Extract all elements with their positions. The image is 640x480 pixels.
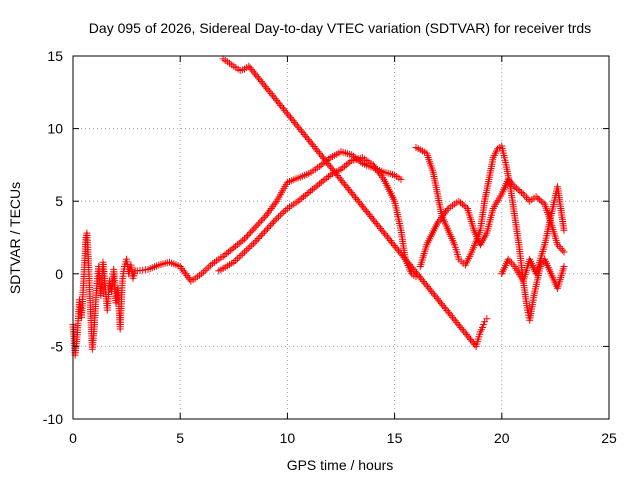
plus-markers <box>219 55 491 350</box>
plot-frame <box>72 55 610 420</box>
y-tick-label: 10 <box>47 121 63 137</box>
series-isolated-segments <box>219 55 491 350</box>
plus-markers <box>416 175 568 270</box>
plus-markers <box>215 154 420 281</box>
y-tick-label: -10 <box>43 411 63 427</box>
chart-title: Day 095 of 2026, Sidereal Day-to-day VTE… <box>89 20 591 36</box>
data-series <box>69 55 568 359</box>
plus-markers <box>498 183 568 285</box>
x-tick-label: 0 <box>69 430 77 446</box>
series-late-a <box>412 142 568 324</box>
x-tick-label: 5 <box>176 430 184 446</box>
y-tick-label: -5 <box>51 338 64 354</box>
series-late-b <box>416 175 568 270</box>
axis-ticks: 0 5 10 15 20 25 -10 -5 0 5 10 15 <box>43 48 617 446</box>
x-tick-label: 10 <box>280 430 296 446</box>
y-tick-label: 15 <box>47 48 63 64</box>
plus-markers <box>133 148 405 285</box>
series-late-c <box>498 183 568 285</box>
plus-markers <box>69 229 139 359</box>
grid <box>73 56 609 419</box>
y-tick-label: 5 <box>55 193 63 209</box>
x-tick-label: 25 <box>601 430 617 446</box>
x-axis-label: GPS time / hours <box>287 457 394 473</box>
x-tick-label: 15 <box>387 430 403 446</box>
x-tick-label: 20 <box>494 430 510 446</box>
series-early-noisy <box>69 229 139 359</box>
series-rise-upper <box>133 148 405 285</box>
series-rise-lower <box>215 154 420 281</box>
plus-markers <box>412 142 568 324</box>
y-axis-label: SDTVAR / TECUs <box>7 182 23 294</box>
y-tick-label: 0 <box>55 266 63 282</box>
